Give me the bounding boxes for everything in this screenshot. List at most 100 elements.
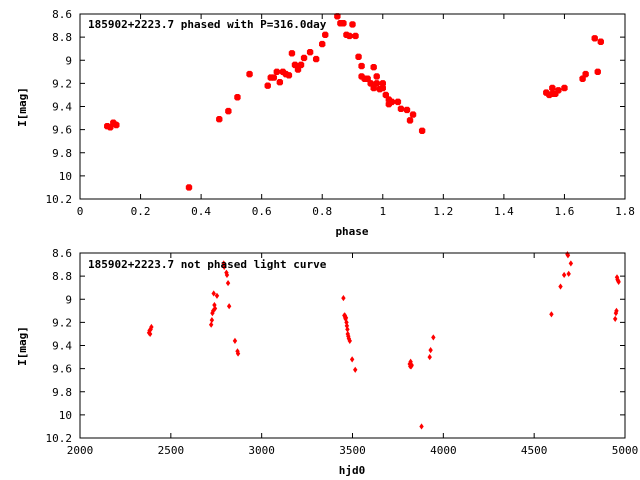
data-point: [418, 127, 426, 134]
unphased-x-tick-label: 4500: [521, 444, 548, 457]
unphased-x-tick-label: 5000: [612, 444, 639, 457]
data-point: [225, 279, 231, 287]
data-point: [409, 111, 417, 118]
data-point: [349, 356, 355, 363]
unphased-data-points: [146, 251, 621, 430]
data-point: [370, 63, 377, 71]
data-point: [322, 31, 329, 39]
data-point: [312, 55, 320, 63]
unphased-x-tick-label: 2000: [67, 444, 94, 457]
data-point: [549, 84, 556, 92]
data-point: [394, 98, 402, 106]
data-point: [591, 35, 598, 42]
phased-x-axis: 0 0.2 0.4 0.6 0.8 1 1.2 1.4 1.6 1.8: [77, 14, 635, 218]
data-point: [149, 323, 154, 331]
data-point: [427, 353, 432, 361]
unphased-y-axis: 8.6 8.8 9 9.2 9.4 9.6 9.8 10 10.2: [46, 247, 625, 445]
unphased-x-tick-label: 3000: [248, 444, 275, 457]
unphased-x-tick-label: 4000: [430, 444, 457, 457]
data-point: [388, 98, 396, 106]
data-point: [235, 350, 241, 357]
data-point: [373, 73, 380, 80]
unphased-y-axis-label: I[mag]: [16, 326, 29, 366]
phased-y-tick-label: 9.2: [52, 77, 72, 90]
data-point: [113, 121, 120, 129]
phased-x-tick-label: 0.6: [252, 205, 272, 218]
data-point: [379, 84, 386, 92]
unphased-y-tick-label: 9.6: [52, 363, 72, 376]
data-point: [185, 184, 193, 191]
unphased-y-tick-label: 9.2: [52, 316, 72, 329]
data-point: [397, 105, 405, 113]
data-point: [214, 292, 220, 299]
data-point: [264, 82, 271, 89]
unphased-panel: 2000 2500 3000 3500 4000 4500 5000 8.6 8.8 9 9.2 9…: [16, 247, 638, 477]
phased-y-tick-label: 9.4: [52, 101, 72, 114]
phased-chart-title: 185902+2223.7 phased with P=316.0day: [88, 18, 327, 31]
phased-y-tick-label: 9.8: [52, 147, 72, 160]
data-point: [582, 70, 589, 78]
phased-y-tick-label: 9.6: [52, 124, 72, 137]
unphased-x-axis-label: hjd0: [339, 464, 366, 477]
data-point: [209, 316, 215, 324]
data-point: [355, 53, 362, 60]
data-point: [288, 50, 296, 57]
phased-x-axis-label: phase: [335, 225, 368, 238]
data-point: [276, 79, 284, 86]
data-point: [597, 38, 604, 45]
data-point: [612, 315, 618, 322]
data-point: [343, 314, 349, 321]
data-point: [358, 62, 365, 70]
unphased-y-tick-label: 10: [59, 409, 72, 422]
data-point: [232, 337, 238, 344]
phased-y-tick-label: 10.2: [46, 193, 73, 206]
data-point: [419, 423, 424, 430]
data-point: [222, 263, 227, 270]
phased-plot-frame: [79, 13, 626, 200]
data-point: [234, 94, 241, 101]
data-point: [226, 303, 232, 310]
data-point: [431, 334, 436, 341]
unphased-y-tick-label: 10.2: [46, 432, 73, 445]
data-point: [409, 362, 414, 369]
phased-y-axis: 8.6 8.8 9 9.2 9.4 9.6 9.8 10 10.2: [46, 8, 625, 206]
phased-panel: 0 0.2 0.4 0.6 0.8 1 1.2 1.4 1.6 1.8 8.6 8.8 9 9.2 9.4…: [16, 8, 635, 238]
data-point: [340, 20, 347, 27]
data-point: [147, 330, 153, 338]
data-point: [208, 321, 214, 328]
data-point: [211, 290, 216, 297]
data-point: [270, 74, 277, 81]
data-point: [225, 107, 232, 115]
phased-y-tick-label: 9: [65, 54, 72, 67]
phased-x-tick-label: 0.8: [312, 205, 332, 218]
data-point: [297, 61, 305, 69]
data-point: [306, 48, 314, 56]
data-point: [216, 116, 223, 123]
data-point: [566, 270, 571, 277]
phased-data-points: [104, 13, 604, 191]
phased-y-tick-label: 10: [59, 170, 72, 183]
data-point: [353, 366, 358, 373]
data-point: [349, 21, 356, 28]
data-point: [285, 72, 293, 79]
phased-x-tick-label: 0.2: [131, 205, 151, 218]
data-point: [568, 260, 574, 267]
phased-x-tick-label: 0.4: [191, 205, 211, 218]
phased-y-tick-label: 8.8: [52, 31, 72, 44]
unphased-y-tick-label: 9.8: [52, 386, 72, 399]
phased-x-tick-label: 1.2: [433, 205, 453, 218]
phased-x-tick-label: 0: [77, 205, 84, 218]
phased-x-tick-label: 1: [379, 205, 386, 218]
unphased-plot-frame: [79, 252, 626, 439]
unphased-x-tick-label: 2500: [158, 444, 185, 457]
phased-y-axis-label: I[mag]: [16, 87, 29, 127]
data-point: [273, 68, 281, 76]
data-point: [334, 13, 341, 20]
data-point: [616, 278, 621, 285]
data-point: [428, 347, 433, 354]
data-point: [403, 106, 411, 114]
data-point: [346, 32, 353, 40]
data-point: [352, 32, 359, 40]
phased-x-tick-label: 1.6: [555, 205, 575, 218]
